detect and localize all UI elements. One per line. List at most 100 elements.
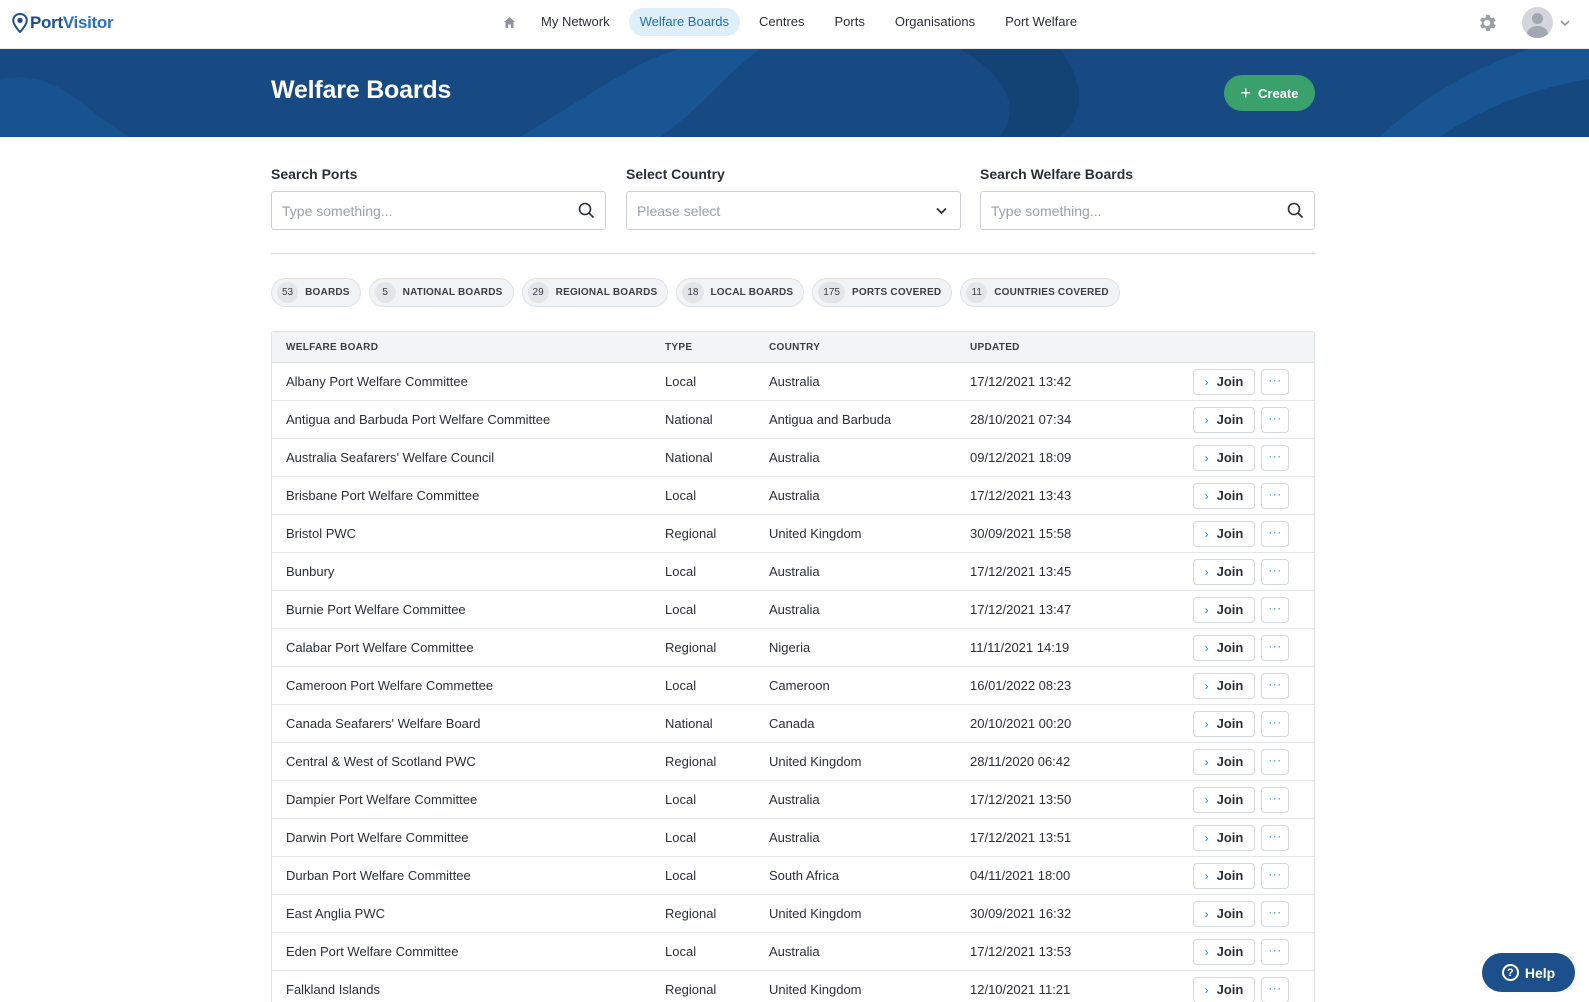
join-button[interactable]: › Join bbox=[1193, 482, 1255, 509]
cell-welfare-board[interactable]: Cameroon Port Welfare Commettee bbox=[286, 678, 494, 693]
chevron-right-icon: › bbox=[1204, 754, 1209, 769]
cell-welfare-board[interactable]: Bristol PWC bbox=[286, 526, 357, 541]
cell-welfare-board[interactable]: Dampier Port Welfare Committee bbox=[286, 792, 478, 807]
join-button[interactable]: › Join bbox=[1193, 862, 1255, 889]
nav-item-port-welfare[interactable]: Port Welfare bbox=[1005, 14, 1078, 29]
column-header-updated[interactable]: UPDATED bbox=[970, 341, 1020, 353]
cell-welfare-board[interactable]: Bunbury bbox=[286, 564, 335, 579]
nav-item-my-network[interactable]: My Network bbox=[541, 14, 610, 29]
portvisitor-logo[interactable]: PortVisitor bbox=[12, 12, 114, 34]
search-icon[interactable] bbox=[1287, 202, 1304, 219]
more-options-button[interactable]: ··· bbox=[1261, 862, 1289, 889]
cell-type: National bbox=[665, 450, 713, 465]
join-button[interactable]: › Join bbox=[1193, 710, 1255, 737]
more-options-button[interactable]: ··· bbox=[1261, 900, 1289, 927]
cell-welfare-board[interactable]: Canada Seafarers' Welfare Board bbox=[286, 716, 481, 731]
column-header-welfare-board[interactable]: WELFARE BOARD bbox=[286, 341, 379, 353]
help-button-label: Help bbox=[1524, 964, 1556, 981]
column-header-type[interactable]: TYPE bbox=[665, 341, 693, 353]
search-welfare-boards-input[interactable]: Type something... bbox=[980, 191, 1315, 230]
table-row[interactable]: Dampier Port Welfare Committee Local Austr… bbox=[272, 781, 1314, 819]
chevron-right-icon: › bbox=[1204, 488, 1209, 503]
cell-welfare-board[interactable]: Brisbane Port Welfare Committee bbox=[286, 488, 480, 503]
nav-home[interactable] bbox=[494, 8, 524, 36]
table-row[interactable]: Eden Port Welfare Committee Local Australi… bbox=[272, 933, 1314, 971]
more-options-button[interactable]: ··· bbox=[1261, 786, 1289, 813]
column-header-country[interactable]: COUNTRY bbox=[769, 341, 821, 353]
table-row[interactable]: Albany Port Welfare Committee Local Austra… bbox=[272, 363, 1314, 401]
join-button[interactable]: › Join bbox=[1193, 976, 1255, 1002]
join-button[interactable]: › Join bbox=[1193, 558, 1255, 585]
cell-welfare-board[interactable]: Australia Seafarers' Welfare Council bbox=[286, 450, 495, 465]
join-button[interactable]: › Join bbox=[1193, 596, 1255, 623]
cell-updated: 17/12/2021 13:42 bbox=[970, 374, 1072, 389]
more-options-button[interactable]: ··· bbox=[1261, 938, 1289, 965]
cell-welfare-board[interactable]: Falkland Islands bbox=[286, 982, 380, 997]
more-options-button[interactable]: ··· bbox=[1261, 406, 1289, 433]
join-button[interactable]: › Join bbox=[1193, 786, 1255, 813]
table-row[interactable]: Australia Seafarers' Welfare Council Nati… bbox=[272, 439, 1314, 477]
ellipsis-icon: ··· bbox=[1268, 410, 1282, 425]
more-options-button[interactable]: ··· bbox=[1261, 748, 1289, 775]
table-row[interactable]: Bunbury Local Australia 17/12/2021 13:45 › Jo… bbox=[272, 553, 1314, 591]
nav-item-centres[interactable]: Centres bbox=[758, 14, 805, 29]
stat-count: 11 bbox=[966, 282, 988, 303]
more-options-button[interactable]: ··· bbox=[1261, 444, 1289, 471]
join-button[interactable]: › Join bbox=[1193, 824, 1255, 851]
cell-welfare-board[interactable]: Durban Port Welfare Committee bbox=[286, 868, 471, 883]
settings-button[interactable] bbox=[1476, 12, 1498, 34]
cell-welfare-board[interactable]: East Anglia PWC bbox=[286, 906, 385, 921]
table-row[interactable]: Darwin Port Welfare Committee Local Austra… bbox=[272, 819, 1314, 857]
cell-type: National bbox=[665, 412, 713, 427]
more-options-button[interactable]: ··· bbox=[1261, 596, 1289, 623]
table-row[interactable]: Durban Port Welfare Committee Local South … bbox=[272, 857, 1314, 895]
more-options-button[interactable]: ··· bbox=[1261, 710, 1289, 737]
more-options-button[interactable]: ··· bbox=[1261, 634, 1289, 661]
table-row[interactable]: East Anglia PWC Regional United Kingdom 30/… bbox=[272, 895, 1314, 933]
join-button[interactable]: › Join bbox=[1193, 634, 1255, 661]
table-row[interactable]: Falkland Islands Regional United Kingdom 12… bbox=[272, 971, 1314, 1002]
cell-welfare-board[interactable]: Central & West of Scotland PWC bbox=[286, 754, 476, 769]
row-actions: › Join ··· bbox=[1193, 596, 1289, 623]
nav-item-ports[interactable]: Ports bbox=[834, 14, 865, 29]
more-options-button[interactable]: ··· bbox=[1261, 976, 1289, 1002]
cell-welfare-board[interactable]: Calabar Port Welfare Committee bbox=[286, 640, 474, 655]
more-options-button[interactable]: ··· bbox=[1261, 558, 1289, 585]
more-options-button[interactable]: ··· bbox=[1261, 482, 1289, 509]
join-button[interactable]: › Join bbox=[1193, 748, 1255, 775]
table-row[interactable]: Cameroon Port Welfare Commettee Local Came… bbox=[272, 667, 1314, 705]
more-options-button[interactable]: ··· bbox=[1261, 368, 1289, 395]
join-button[interactable]: › Join bbox=[1193, 444, 1255, 471]
search-icon[interactable] bbox=[578, 202, 595, 219]
table-row[interactable]: Bristol PWC Regional United Kingdom 30/09/2… bbox=[272, 515, 1314, 553]
more-options-button[interactable]: ··· bbox=[1261, 520, 1289, 547]
more-options-button[interactable]: ··· bbox=[1261, 824, 1289, 851]
join-button[interactable]: › Join bbox=[1193, 406, 1255, 433]
help-button[interactable]: ? Help bbox=[1482, 953, 1575, 992]
join-button[interactable]: › Join bbox=[1193, 938, 1255, 965]
join-button[interactable]: › Join bbox=[1193, 900, 1255, 927]
cell-welfare-board[interactable]: Albany Port Welfare Committee bbox=[286, 374, 468, 389]
user-menu[interactable] bbox=[1522, 7, 1571, 38]
table-row[interactable]: Burnie Port Welfare Committee Local Austra… bbox=[272, 591, 1314, 629]
cell-welfare-board[interactable]: Eden Port Welfare Committee bbox=[286, 944, 459, 959]
cell-welfare-board[interactable]: Antigua and Barbuda Port Welfare Committ… bbox=[286, 412, 551, 427]
cell-country: Australia bbox=[769, 374, 820, 389]
join-button[interactable]: › Join bbox=[1193, 368, 1255, 395]
join-button[interactable]: › Join bbox=[1193, 672, 1255, 699]
table-row[interactable]: Brisbane Port Welfare Committee Local Aust… bbox=[272, 477, 1314, 515]
join-button[interactable]: › Join bbox=[1193, 520, 1255, 547]
table-row[interactable]: Canada Seafarers' Welfare Board National C… bbox=[272, 705, 1314, 743]
cell-welfare-board[interactable]: Darwin Port Welfare Committee bbox=[286, 830, 469, 845]
table-row[interactable]: Antigua and Barbuda Port Welfare Committ… bbox=[272, 401, 1314, 439]
table-row[interactable]: Calabar Port Welfare Committee Regional Ni… bbox=[272, 629, 1314, 667]
nav-item-organisations[interactable]: Organisations bbox=[894, 14, 976, 29]
nav-item-welfare-boards[interactable]: Welfare Boards bbox=[628, 8, 740, 36]
search-ports-input[interactable]: Type something... bbox=[271, 191, 606, 230]
country-select[interactable]: Please select bbox=[626, 191, 961, 230]
create-button[interactable]: + Create bbox=[1224, 75, 1315, 111]
cell-country: Australia bbox=[769, 564, 820, 579]
more-options-button[interactable]: ··· bbox=[1261, 672, 1289, 699]
table-row[interactable]: Central & West of Scotland PWC Regional Un… bbox=[272, 743, 1314, 781]
cell-welfare-board[interactable]: Burnie Port Welfare Committee bbox=[286, 602, 466, 617]
